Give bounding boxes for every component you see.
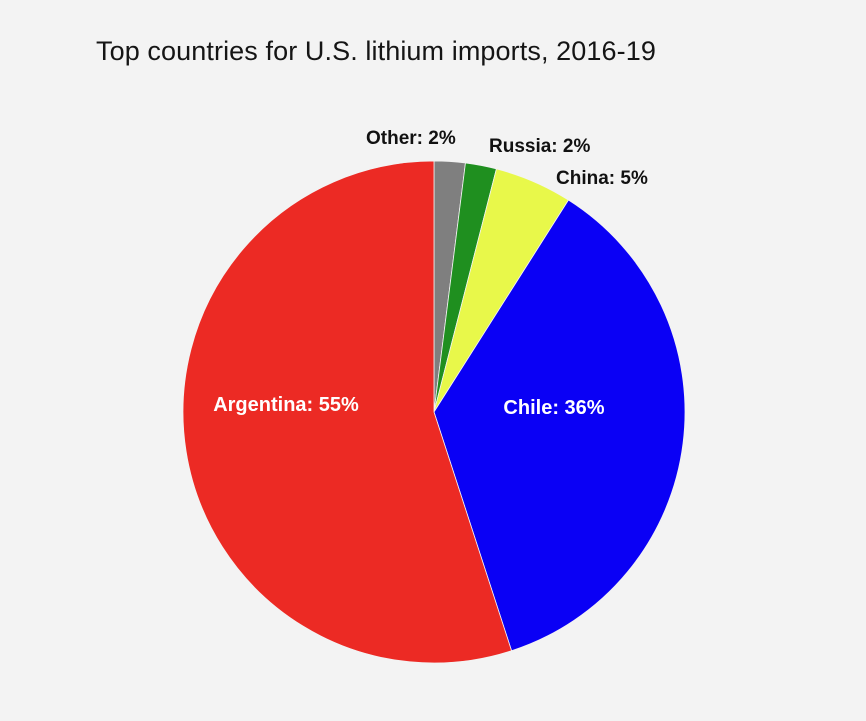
pie-slice-argentina	[182, 160, 513, 664]
pie-slice-chile	[433, 199, 686, 652]
pie-labels: Other: 2% Russia: 2% China: 5% Chile: 36% Ar…	[213, 128, 648, 419]
slice-label-russia: Russia: 2%	[489, 136, 590, 157]
pie-slices	[182, 160, 686, 664]
chart-title: Top countries for U.S. lithium imports, …	[96, 36, 656, 66]
slice-label-china: China: 5%	[556, 168, 648, 189]
slice-label-other: Other: 2%	[366, 128, 456, 149]
slice-label-chile: Chile: 36%	[503, 397, 604, 419]
slice-label-argentina: Argentina: 55%	[213, 394, 359, 416]
